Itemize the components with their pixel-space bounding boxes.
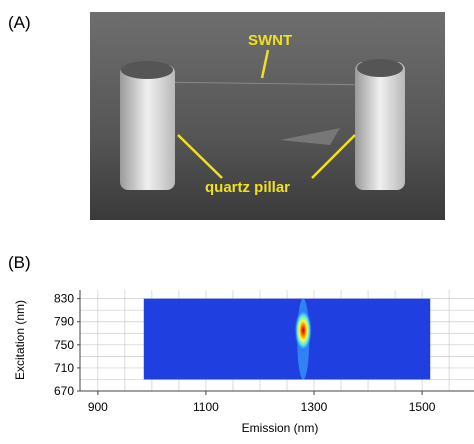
x-axis-label: Emission (nm)	[242, 421, 319, 435]
panel-label: (A)	[8, 13, 31, 32]
annotation: quartz pillar	[205, 179, 290, 196]
contour-field	[143, 298, 431, 380]
y-tick-label: 830	[54, 292, 74, 306]
y-tick-label: 750	[54, 338, 74, 352]
x-tick-label: 1300	[301, 400, 328, 414]
y-tick-label: 710	[54, 361, 74, 375]
y-tick-label: 790	[54, 315, 74, 329]
y-axis-label: Excitation (nm)	[13, 300, 27, 380]
y-tick-label: 670	[54, 384, 74, 398]
x-tick-label: 900	[88, 400, 108, 414]
x-tick-label: 1100	[193, 400, 219, 414]
x-tick-label: 1500	[409, 400, 436, 414]
sem-image	[90, 12, 445, 220]
panel-label: (B)	[8, 253, 31, 272]
annotation: SWNT	[248, 32, 292, 49]
contour-peak	[294, 308, 313, 353]
plot: 900 1100 1300 1500 670 710 750 790 830	[54, 290, 474, 414]
